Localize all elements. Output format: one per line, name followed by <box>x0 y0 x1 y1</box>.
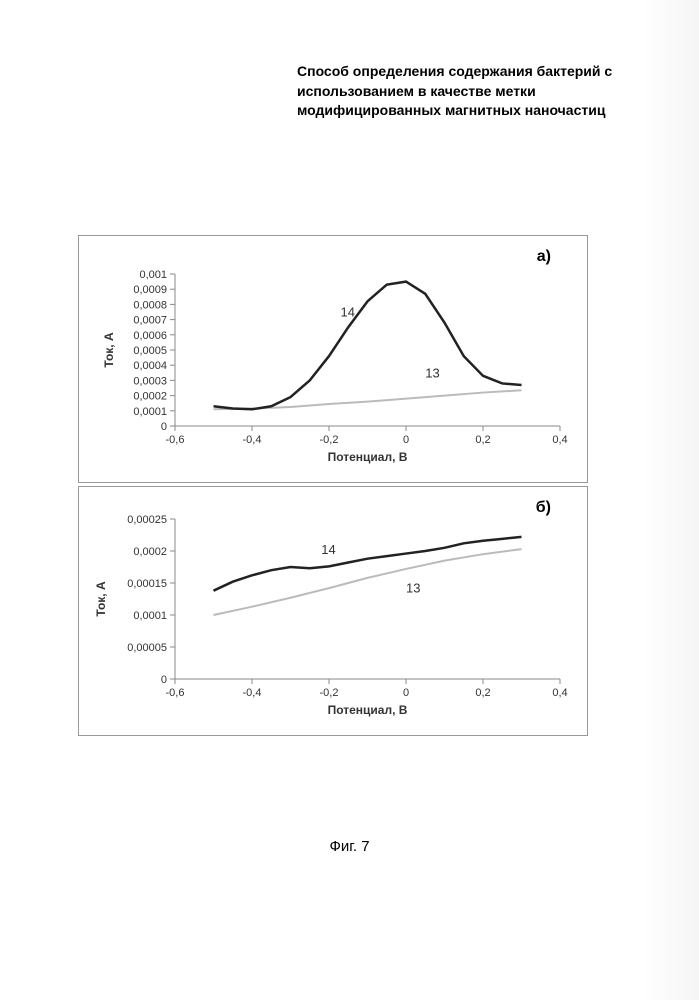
svg-text:-0,2: -0,2 <box>320 687 339 699</box>
title-line: использованием в качестве метки <box>297 83 536 99</box>
svg-text:0,0009: 0,0009 <box>133 284 167 296</box>
svg-text:0,00005: 0,00005 <box>127 642 167 654</box>
chart-panel-b: б) -0,6-0,4-0,200,20,4Потенциал, В00,000… <box>78 486 588 736</box>
panel-b-label: б) <box>536 499 551 517</box>
svg-text:Ток, А: Ток, А <box>94 581 108 617</box>
svg-text:0,0002: 0,0002 <box>133 391 167 403</box>
svg-text:14: 14 <box>341 305 355 320</box>
svg-text:0,2: 0,2 <box>475 434 490 446</box>
svg-text:0,0005: 0,0005 <box>133 345 167 357</box>
svg-text:0,0001: 0,0001 <box>133 406 167 418</box>
svg-text:0: 0 <box>161 421 167 433</box>
svg-text:-0,4: -0,4 <box>243 687 262 699</box>
svg-text:-0,6: -0,6 <box>166 434 185 446</box>
title-line: Способ определения содержания бактерий с <box>297 63 612 79</box>
chart-b-svg: -0,6-0,4-0,200,20,4Потенциал, В00,000050… <box>175 519 560 679</box>
svg-text:-0,6: -0,6 <box>166 687 185 699</box>
svg-text:13: 13 <box>406 581 420 596</box>
svg-text:0,00025: 0,00025 <box>127 514 167 526</box>
svg-text:0: 0 <box>403 434 409 446</box>
svg-text:14: 14 <box>321 542 335 557</box>
svg-text:13: 13 <box>425 365 439 380</box>
svg-text:-0,4: -0,4 <box>243 434 262 446</box>
svg-text:0,0003: 0,0003 <box>133 375 167 387</box>
svg-text:0,0007: 0,0007 <box>133 315 167 327</box>
svg-text:0,00015: 0,00015 <box>127 578 167 590</box>
svg-text:0,0001: 0,0001 <box>133 610 167 622</box>
svg-text:0: 0 <box>403 687 409 699</box>
panel-a-label: a) <box>537 248 551 266</box>
svg-text:0,4: 0,4 <box>552 434 567 446</box>
svg-text:0: 0 <box>161 674 167 686</box>
chart-panel-a: a) -0,6-0,4-0,200,20,4Потенциал, В00,000… <box>78 235 588 483</box>
svg-text:0,0004: 0,0004 <box>133 360 167 372</box>
svg-text:Потенциал, В: Потенциал, В <box>328 703 408 717</box>
document-title: Способ определения содержания бактерий с… <box>297 62 647 121</box>
svg-text:0,4: 0,4 <box>552 687 567 699</box>
figure-caption: Фиг. 7 <box>0 838 699 855</box>
title-line: модифицированных магнитных наночастиц <box>297 102 605 118</box>
svg-text:0,001: 0,001 <box>139 269 167 281</box>
svg-text:0,2: 0,2 <box>475 687 490 699</box>
chart-a-svg: -0,6-0,4-0,200,20,4Потенциал, В00,00010,… <box>175 274 560 426</box>
svg-text:Потенциал, В: Потенциал, В <box>328 450 408 464</box>
svg-text:0,0006: 0,0006 <box>133 330 167 342</box>
page-shadow <box>641 0 699 1000</box>
svg-text:-0,2: -0,2 <box>320 434 339 446</box>
svg-text:0,0008: 0,0008 <box>133 299 167 311</box>
svg-text:Ток, А: Ток, А <box>102 332 116 368</box>
svg-text:0,0002: 0,0002 <box>133 546 167 558</box>
